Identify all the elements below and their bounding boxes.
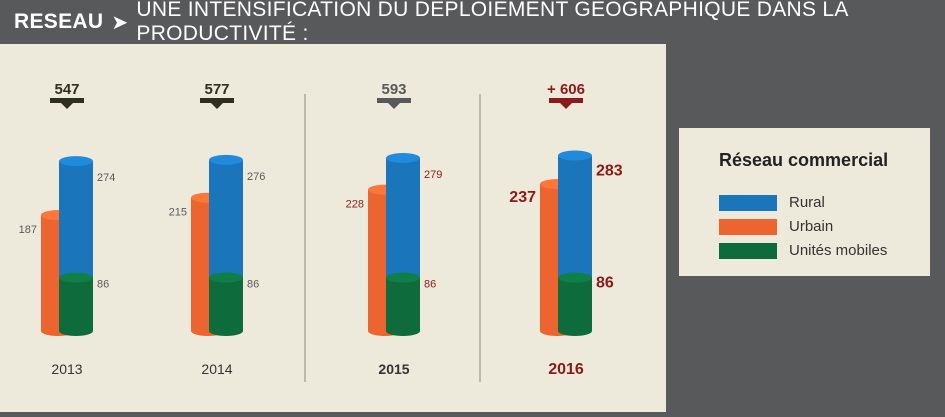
bar-rural-2013-top (59, 156, 93, 167)
bar-mobiles-2014 (209, 277, 243, 336)
bar-mobiles-2015-top (386, 272, 420, 283)
total-label-2014: 577 (204, 81, 229, 98)
bar-rural-2014 (209, 159, 243, 283)
bar-mobiles-2014-top (209, 272, 243, 283)
legend-swatch-rural (719, 194, 777, 211)
label-rural-2014: 276 (247, 171, 265, 183)
total-label-2015: 593 (381, 81, 406, 98)
year-label-2014: 2014 (201, 361, 232, 377)
bar-mobiles-2015 (386, 277, 420, 336)
label-mobiles-2016: 86 (596, 275, 614, 292)
legend: Réseau commercial Rural Urbain Unités mo… (679, 128, 930, 276)
legend-label-mobiles: Unités mobiles (789, 242, 888, 259)
year-label-2013: 2013 (51, 361, 82, 377)
total-label-2013: 547 (54, 81, 79, 98)
total-tag-bar-2014 (200, 98, 234, 103)
label-rural-2013: 274 (97, 172, 115, 184)
legend-item-rural: Rural (719, 194, 825, 211)
bar-rural-2014-top (209, 154, 243, 165)
bar-rural-2015 (386, 158, 420, 283)
chart-panel: 187 274 86 547 2013 215 276 86 577 2014 228 279 86 59… (0, 44, 666, 412)
total-tag-pointer-2014 (211, 103, 223, 109)
label-mobiles-2015: 86 (424, 279, 436, 291)
bar-mobiles-2016-top (558, 272, 592, 283)
legend-title: Réseau commercial (719, 150, 889, 170)
bar-mobiles-2013 (59, 277, 93, 336)
year-label-2016: 2016 (548, 361, 584, 378)
legend-swatch-mobiles (719, 242, 777, 259)
legend-swatch-urbain (719, 218, 777, 235)
bar-rural-2015-top (386, 153, 420, 164)
legend-label-urbain: Urbain (789, 218, 834, 235)
label-urbain-2013: 187 (19, 224, 37, 236)
bar-rural-2016 (558, 155, 592, 283)
year-label-2015: 2015 (378, 361, 409, 377)
section-label: RESEAU (14, 10, 104, 33)
label-mobiles-2014: 86 (247, 279, 259, 291)
total-tag-bar-2013 (50, 98, 84, 103)
total-tag-bar-2015 (377, 98, 411, 103)
legend-item-urbain: Urbain (719, 218, 833, 235)
total-tag-bar-2016 (549, 98, 583, 103)
label-urbain-2016: 237 (509, 189, 536, 206)
label-rural-2016: 283 (596, 163, 623, 180)
legend-item-mobiles: Unités mobiles (719, 242, 887, 259)
total-tag-pointer-2016 (560, 103, 572, 109)
label-rural-2015: 279 (424, 169, 442, 181)
bar-rural-2016-top (558, 150, 592, 161)
arrow-icon: ➤ (111, 11, 129, 34)
bar-mobiles-2013-top (59, 272, 93, 283)
total-label-2016: + 606 (547, 81, 585, 98)
header-bar: RESEAU ➤ UNE INTENSIFICATION DU DÉPLOIEM… (0, 0, 945, 45)
total-tag-pointer-2013 (61, 103, 73, 109)
label-urbain-2015: 228 (346, 199, 364, 211)
bar-rural-2013 (59, 161, 93, 283)
total-tag-pointer-2015 (388, 103, 400, 109)
label-mobiles-2013: 86 (97, 279, 109, 291)
bar-mobiles-2016 (558, 277, 592, 336)
page-title: UNE INTENSIFICATION DU DÉPLOIEMENT GÉOGR… (136, 0, 848, 45)
legend-label-rural: Rural (789, 194, 825, 211)
bar-chart: 187 274 86 547 2013 215 276 86 577 2014 228 279 86 59… (19, 81, 623, 382)
label-urbain-2014: 215 (169, 207, 187, 219)
